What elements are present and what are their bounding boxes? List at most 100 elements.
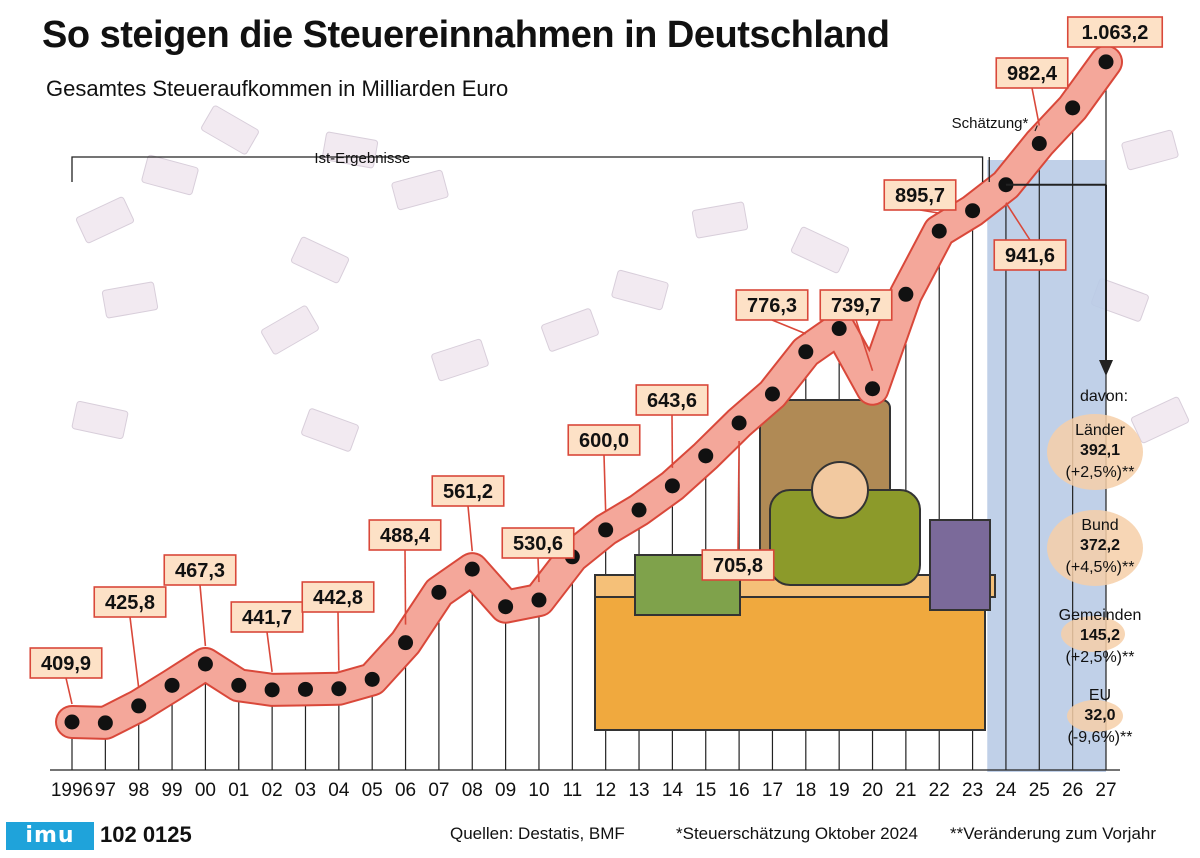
data-point <box>1098 54 1114 70</box>
banknote-decoration <box>291 236 349 284</box>
data-point <box>1031 136 1047 152</box>
callout-pointer <box>537 557 540 583</box>
data-label: 895,7 <box>895 185 945 207</box>
breakdown-oval <box>1047 414 1143 490</box>
breakdown-change: (-9,6%)** <box>1068 729 1133 746</box>
folders-illustration <box>929 519 991 611</box>
x-tick-label: 09 <box>495 780 516 801</box>
callout-pointer <box>337 611 340 671</box>
breakdown-heading: davon: <box>1080 388 1128 405</box>
banknote-decoration <box>71 400 129 440</box>
callout-box <box>1066 16 1164 48</box>
x-tick-label: 02 <box>262 780 283 801</box>
data-label: 643,6 <box>647 390 697 412</box>
breakdown-name: EU <box>1089 687 1111 704</box>
data-label: 1.063,2 <box>1082 22 1149 44</box>
estimate-label: Schätzung* <box>952 115 1029 132</box>
banknote-decoration <box>201 105 259 155</box>
breakdown-oval <box>1067 700 1123 732</box>
footer-sources: Quellen: Destatis, BMF <box>450 824 625 843</box>
callout-box <box>163 554 237 586</box>
data-point <box>698 448 714 464</box>
callout-pointer <box>1005 202 1031 241</box>
callout-box <box>93 586 167 618</box>
callout-box <box>883 179 957 211</box>
data-point <box>898 286 914 302</box>
estimate-pointer <box>1034 125 1038 132</box>
breakdown-value: 372,2 <box>1080 537 1120 554</box>
x-tick-label: 08 <box>462 780 483 801</box>
data-point <box>164 677 180 693</box>
data-label: 561,2 <box>443 481 493 503</box>
data-point <box>865 381 881 397</box>
x-tick-label: 15 <box>695 780 716 801</box>
breakdown-change: (+4,5%)** <box>1066 559 1135 576</box>
x-tick-label: 1996 <box>51 780 93 801</box>
data-label: 530,6 <box>513 533 563 555</box>
callout-box <box>567 424 641 456</box>
breakdown-name: Gemeinden <box>1059 607 1142 624</box>
data-label: 600,0 <box>579 430 629 452</box>
banknote-decoration <box>321 131 379 169</box>
breakdown-value: 32,0 <box>1084 707 1115 724</box>
graphic-code: 102 0125 <box>100 822 192 847</box>
x-tick-label: 04 <box>328 780 350 801</box>
callout-pointer <box>199 584 207 647</box>
banknote-decoration <box>1121 129 1179 171</box>
callout-pointer <box>603 454 607 512</box>
x-tick-label: 22 <box>929 780 950 801</box>
breakdown-value: 392,1 <box>1080 442 1120 459</box>
callout-box <box>230 601 304 633</box>
footer-note-estimate: *Steuerschätzung Oktober 2024 <box>676 824 918 843</box>
callout-box <box>431 475 505 507</box>
callout-pointer <box>855 319 874 371</box>
data-point <box>731 415 747 431</box>
callout-pointer <box>467 505 474 552</box>
data-label: 441,7 <box>242 607 292 629</box>
banknote-decoration <box>391 169 449 211</box>
banknote-decoration <box>691 201 749 239</box>
breakdown-name: Bund <box>1081 517 1118 534</box>
data-point <box>531 592 547 608</box>
data-point <box>464 561 480 577</box>
banknote-decoration <box>76 196 134 244</box>
data-point <box>364 671 380 687</box>
breakdown-name: Länder <box>1075 422 1125 439</box>
callout-pointer <box>65 677 73 705</box>
callout-pointer <box>129 616 140 689</box>
x-tick-label: 98 <box>128 780 149 801</box>
clerk-head-illustration <box>811 461 869 519</box>
breakdown-change: (+2,5%)** <box>1066 649 1135 666</box>
x-tick-label: 19 <box>829 780 850 801</box>
x-tick-label: 07 <box>428 780 449 801</box>
banknote-decoration <box>791 226 849 274</box>
x-tick-label: 20 <box>862 780 883 801</box>
callout-box <box>29 647 103 679</box>
data-point <box>664 478 680 494</box>
data-point <box>64 714 80 730</box>
data-label: 442,8 <box>313 587 363 609</box>
x-tick-label: 97 <box>95 780 116 801</box>
data-point <box>598 522 614 538</box>
x-tick-label: 17 <box>762 780 783 801</box>
x-tick-label: 06 <box>395 780 416 801</box>
data-label: 409,9 <box>41 653 91 675</box>
x-tick-label: 05 <box>362 780 383 801</box>
data-point <box>97 715 113 731</box>
callout-box <box>819 289 893 321</box>
data-point <box>931 223 947 239</box>
brand-logo: imu <box>6 822 94 850</box>
callout-box <box>368 519 442 551</box>
actual-label: Ist-Ergebnisse <box>314 150 410 167</box>
data-point <box>798 344 814 360</box>
breakdown-change: (+2,5%)** <box>1066 464 1135 481</box>
footer-note-change: **Veränderung zum Vorjahr <box>950 824 1157 843</box>
x-tick-label: 18 <box>795 780 816 801</box>
x-tick-label: 13 <box>628 780 649 801</box>
x-tick-label: 24 <box>995 780 1017 801</box>
banknote-decoration <box>301 408 359 452</box>
callout-pointer <box>266 631 273 672</box>
x-tick-label: 10 <box>528 780 549 801</box>
x-tick-label: 11 <box>562 780 582 801</box>
